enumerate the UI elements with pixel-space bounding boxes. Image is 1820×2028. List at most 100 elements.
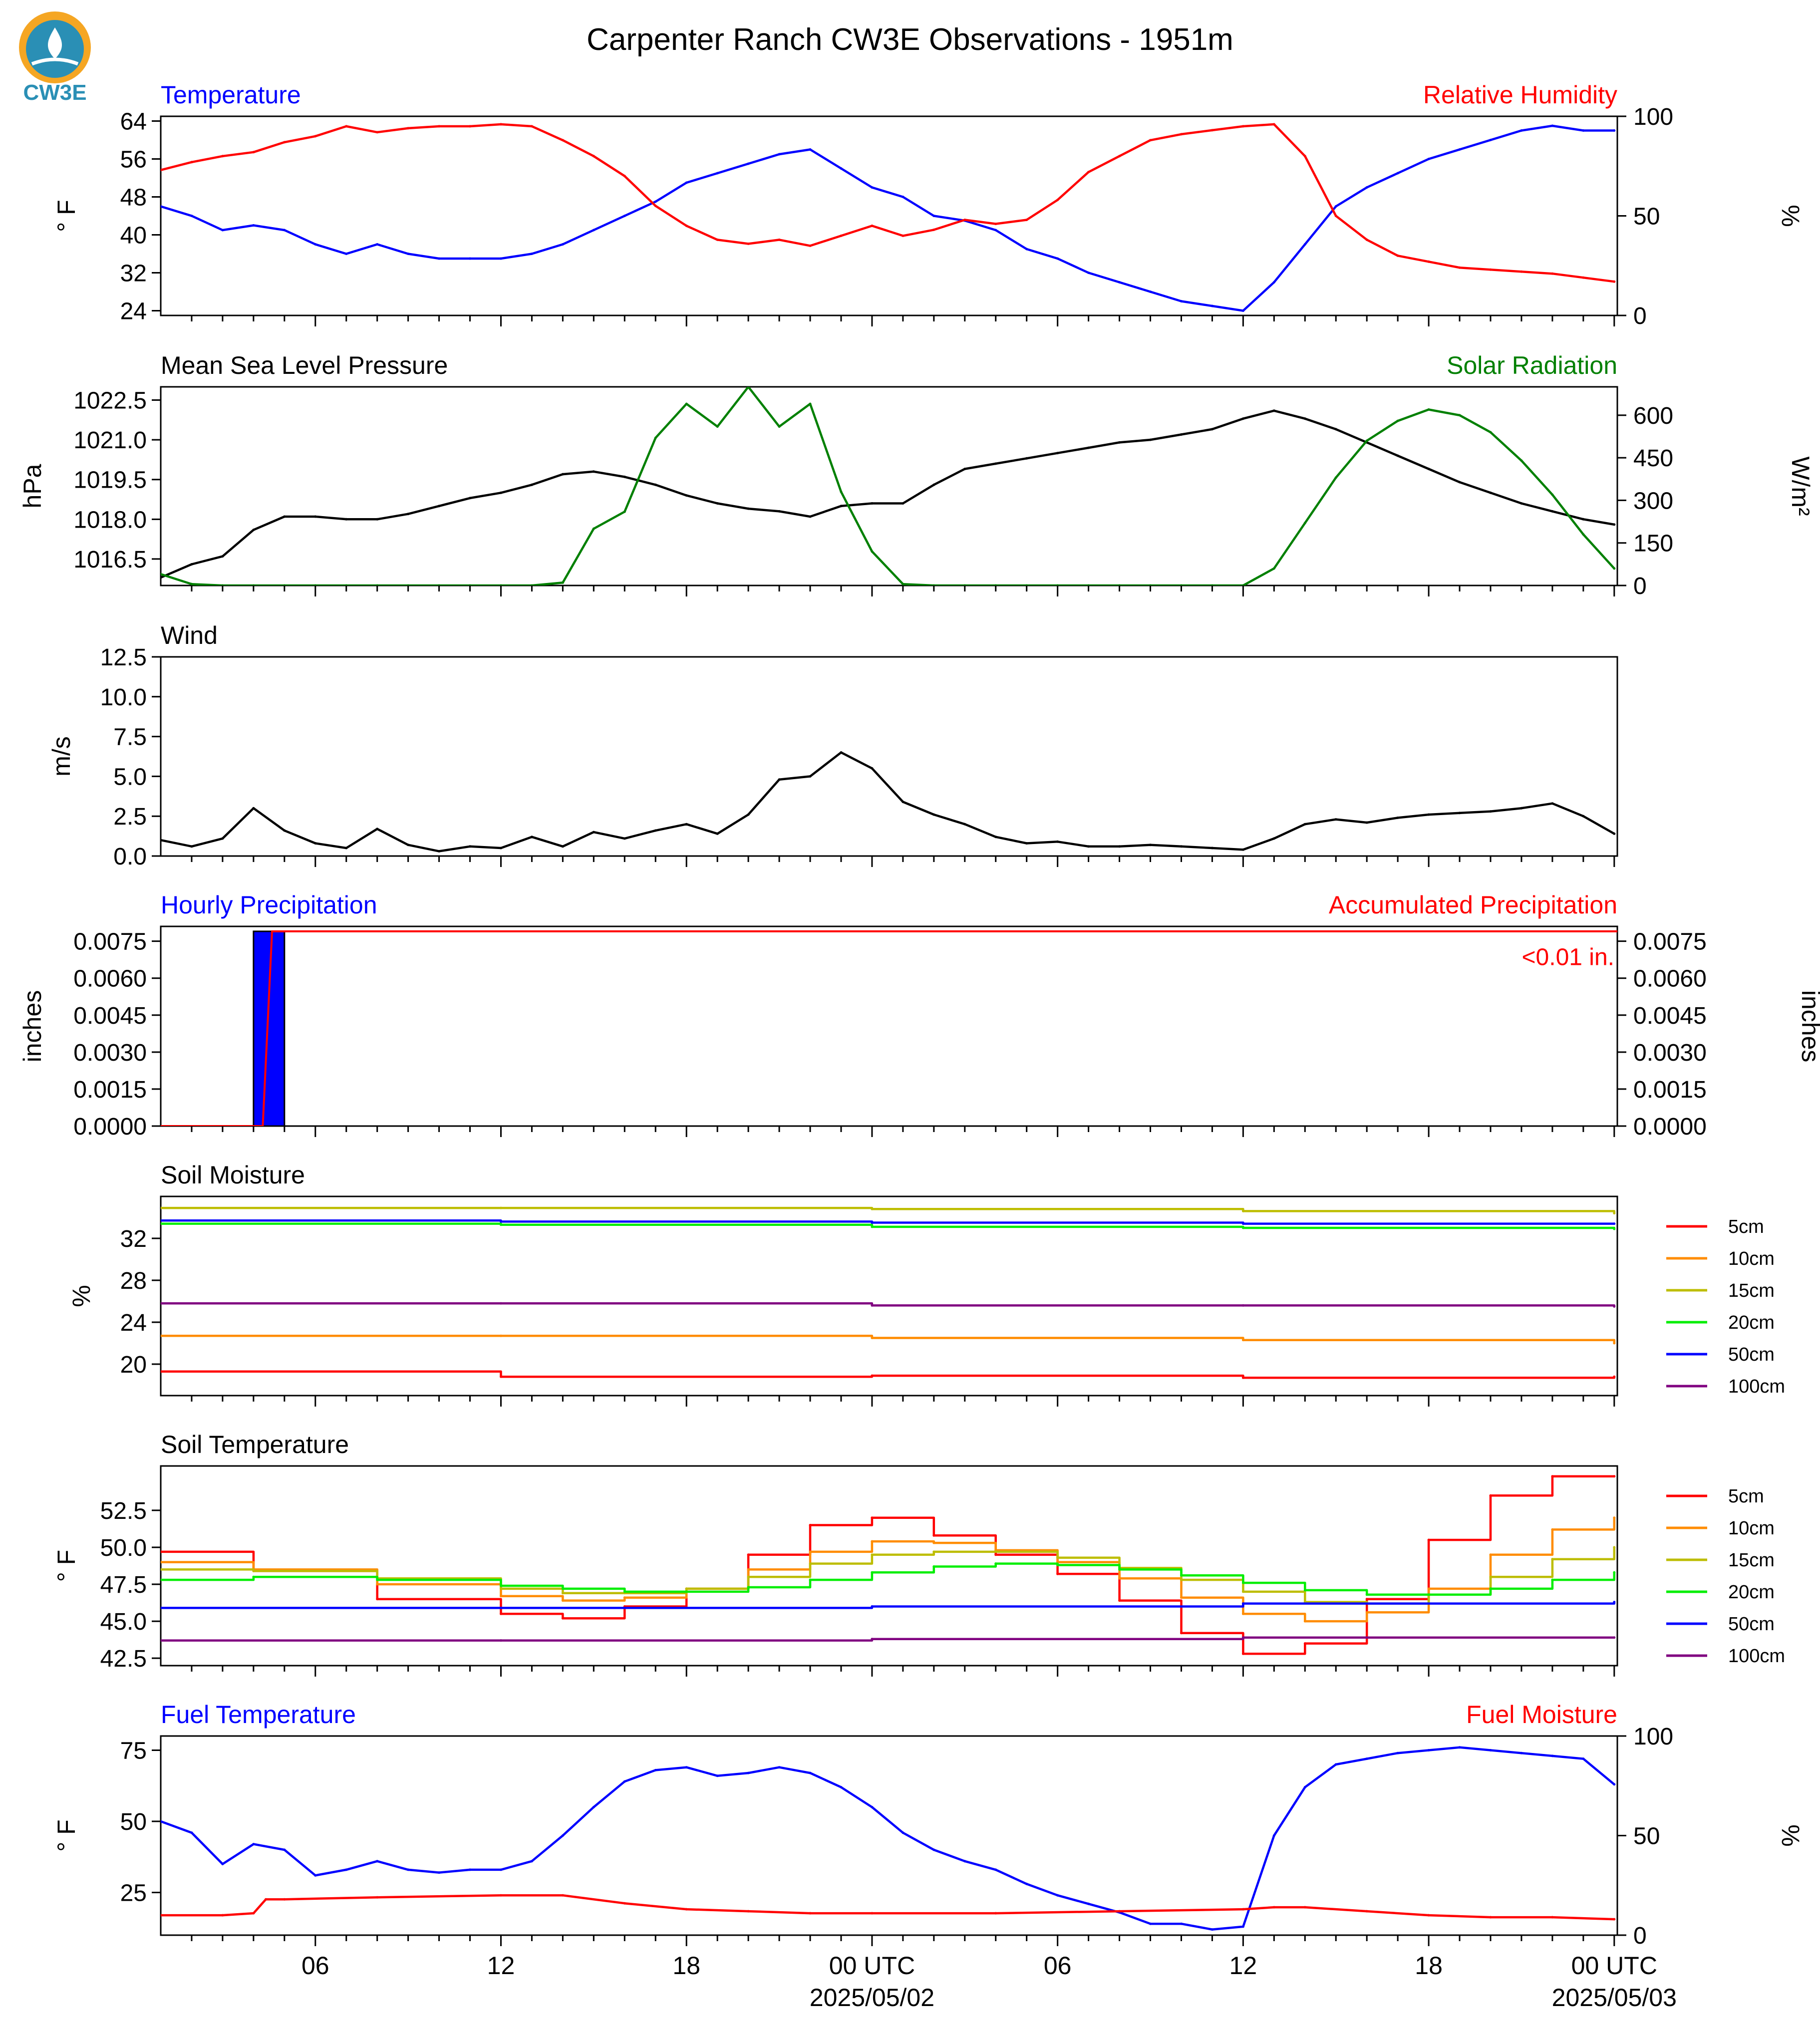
data-point: [500, 1894, 502, 1897]
legend-label: 15cm: [1728, 1550, 1775, 1571]
data-point: [1613, 1601, 1616, 1604]
data-point: [1396, 454, 1399, 457]
data-point: [283, 584, 286, 585]
data-point: [1241, 1908, 1244, 1911]
data-point: [1303, 155, 1306, 158]
data-point: [161, 1370, 162, 1373]
data-point: [685, 1590, 688, 1593]
data-point: [469, 845, 471, 848]
data-point: [1180, 1596, 1183, 1599]
data-point: [561, 1587, 564, 1590]
data-point: [1613, 1475, 1616, 1478]
panel-5: Soil Moisture 32 28 24 20% 5cm 10cm 15cm 20cm 50c…: [67, 1161, 1785, 1407]
data-point: [871, 1221, 874, 1224]
data-point: [1582, 518, 1585, 521]
data-point: [1180, 1632, 1183, 1635]
data-point: [932, 1848, 935, 1851]
data-point: [438, 125, 441, 128]
data-point: [1365, 1910, 1368, 1913]
data-point: [1489, 431, 1492, 434]
data-point: [161, 576, 162, 579]
data-point: [345, 1868, 348, 1871]
data-point: [252, 529, 255, 532]
data-point: [809, 1562, 812, 1565]
data-point: [1551, 124, 1554, 127]
data-point: [932, 1565, 935, 1568]
data-point: [1458, 812, 1461, 815]
data-point: [500, 1587, 502, 1590]
data-point: [469, 584, 471, 585]
y2-tick-label: 0.0000: [1633, 1114, 1707, 1140]
y-tick-label: 0.0030: [73, 1040, 147, 1066]
data-point: [747, 1771, 750, 1774]
panel-2: Mean Sea Level Pressure Solar Radiation 10…: [18, 351, 1815, 599]
panel-title-left: Fuel Temperature: [161, 1701, 356, 1729]
panel-title-left: Soil Temperature: [161, 1431, 349, 1458]
y2-tick-label: 0.0045: [1633, 1003, 1707, 1029]
y2-tick-label: 0: [1633, 303, 1647, 329]
data-point: [1180, 300, 1183, 302]
y2-tick-label: 450: [1633, 445, 1673, 472]
precip-annotation: <0.01 in.: [1522, 944, 1614, 971]
data-point: [685, 1908, 688, 1911]
data-point: [161, 169, 162, 172]
data-point: [1180, 584, 1183, 585]
data-point: [902, 234, 905, 237]
data-point: [561, 845, 564, 848]
data-point: [376, 243, 379, 246]
data-point: [500, 257, 502, 260]
data-point: [747, 507, 750, 510]
x-tick-label: 12: [487, 1952, 515, 1980]
x-tick-label: 00 UTC: [829, 1952, 915, 1980]
data-point: [1118, 1910, 1121, 1913]
data-point: [500, 1595, 502, 1598]
data-point: [252, 1912, 255, 1915]
panel-title-right: Relative Humidity: [1423, 81, 1617, 109]
data-point: [963, 823, 966, 826]
data-point: [1180, 1922, 1183, 1925]
data-point: [161, 573, 162, 576]
data-point: [1551, 1558, 1554, 1561]
data-point: [994, 229, 997, 232]
data-point: [161, 1639, 162, 1642]
data-point: [252, 1569, 255, 1572]
data-point: [530, 584, 533, 585]
data-point: [685, 1766, 688, 1769]
data-point: [438, 850, 441, 853]
data-point: [932, 228, 935, 231]
data-point: [809, 1912, 812, 1915]
data-point: [963, 468, 966, 470]
series-line: [161, 1302, 1616, 1307]
data-point: [1334, 818, 1337, 821]
data-point: [438, 1871, 441, 1874]
data-point: [994, 462, 997, 465]
legend-label: 100cm: [1728, 1376, 1785, 1397]
data-point: [871, 1806, 874, 1808]
y2-tick-label: 50: [1633, 1823, 1660, 1850]
data-point: [747, 387, 750, 388]
data-point: [1427, 813, 1430, 816]
data-point: [407, 253, 410, 255]
data-point: [1087, 272, 1090, 274]
data-point: [1118, 441, 1121, 444]
data-point: [994, 1550, 997, 1553]
data-point: [778, 510, 781, 513]
data-point: [654, 829, 657, 832]
data-point: [778, 153, 781, 156]
data-point: [1118, 584, 1121, 585]
y-tick-label: 1018.0: [73, 507, 147, 533]
panel-title-right: Fuel Moisture: [1466, 1701, 1617, 1729]
data-point: [994, 1868, 997, 1871]
data-point: [161, 1550, 162, 1553]
data-point: [592, 1806, 595, 1808]
data-point: [1396, 419, 1399, 422]
data-point: [1211, 428, 1213, 431]
data-point: [376, 1578, 379, 1581]
data-point: [1489, 1587, 1492, 1590]
data-point: [1613, 1212, 1616, 1215]
data-point: [623, 510, 626, 513]
cw3e-logo: CW3E: [19, 11, 91, 105]
series-group: [161, 751, 1616, 853]
data-point: [1551, 272, 1554, 275]
series-line: [161, 124, 1614, 312]
